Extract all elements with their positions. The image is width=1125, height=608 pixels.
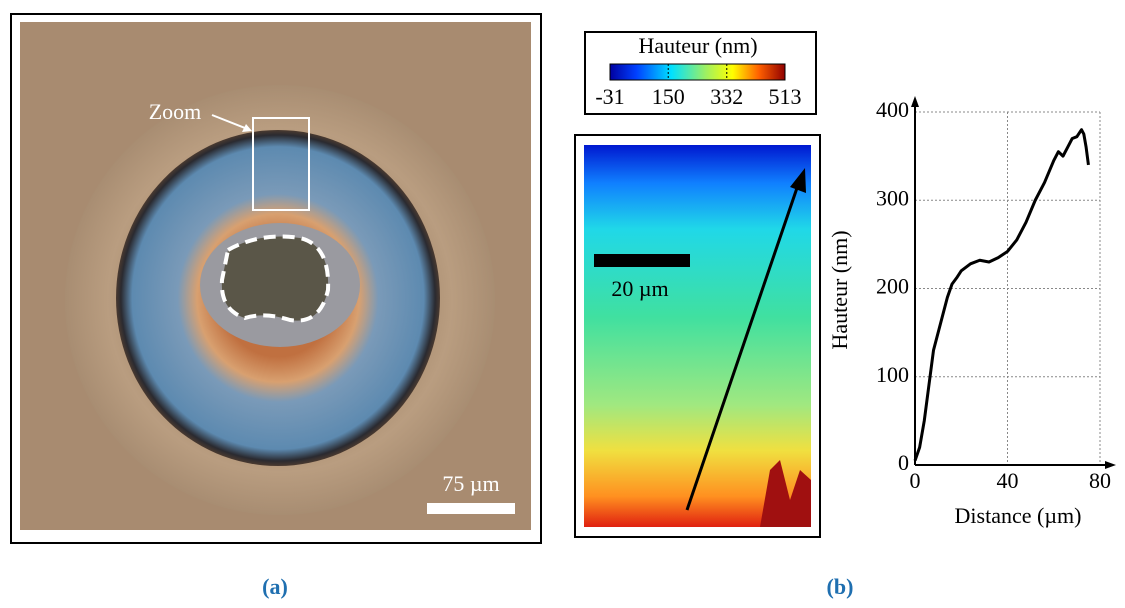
x-tick-label: 40 bbox=[997, 468, 1019, 493]
y-tick-label: 0 bbox=[898, 450, 909, 475]
panel-frame bbox=[10, 13, 542, 544]
scale-bar bbox=[427, 503, 515, 514]
scale-bar bbox=[594, 254, 690, 267]
caption: (b) bbox=[827, 574, 854, 599]
colorbar bbox=[609, 63, 786, 81]
y-tick-label: 300 bbox=[876, 185, 909, 210]
x-tick-label: 0 bbox=[910, 468, 921, 493]
dashed-outline bbox=[219, 234, 331, 323]
zoom-arrow bbox=[211, 114, 251, 131]
scale-bar-label: 75 µm bbox=[442, 471, 499, 496]
colorbar-tick-label: 513 bbox=[769, 84, 802, 109]
colorbar-tick-label: 150 bbox=[652, 84, 685, 109]
caption: (a) bbox=[262, 574, 288, 599]
x-tick-label: 80 bbox=[1089, 468, 1111, 493]
axis-arrow bbox=[1105, 461, 1116, 469]
zoom-box bbox=[252, 117, 310, 211]
y-tick-label: 200 bbox=[876, 274, 909, 299]
x-axis-label: Distance (µm) bbox=[955, 503, 1082, 528]
y-axis-label: Hauteur (nm) bbox=[827, 230, 852, 349]
colorbar-tick-label: 332 bbox=[710, 84, 743, 109]
height-map bbox=[584, 145, 811, 527]
axis-arrow bbox=[911, 96, 919, 107]
colorbar-tick-label: -31 bbox=[595, 84, 624, 109]
zoom-label: Zoom bbox=[149, 99, 202, 124]
profile-line bbox=[913, 128, 1090, 462]
y-tick-label: 400 bbox=[876, 97, 909, 122]
y-tick-label: 100 bbox=[876, 362, 909, 387]
arrow-head bbox=[790, 168, 806, 193]
map-detail bbox=[760, 460, 811, 527]
scale-bar-label: 20 µm bbox=[611, 276, 668, 301]
arrow-head bbox=[242, 124, 252, 132]
colorbar-title: Hauteur (nm) bbox=[638, 33, 757, 58]
profile-arrow bbox=[685, 184, 800, 511]
